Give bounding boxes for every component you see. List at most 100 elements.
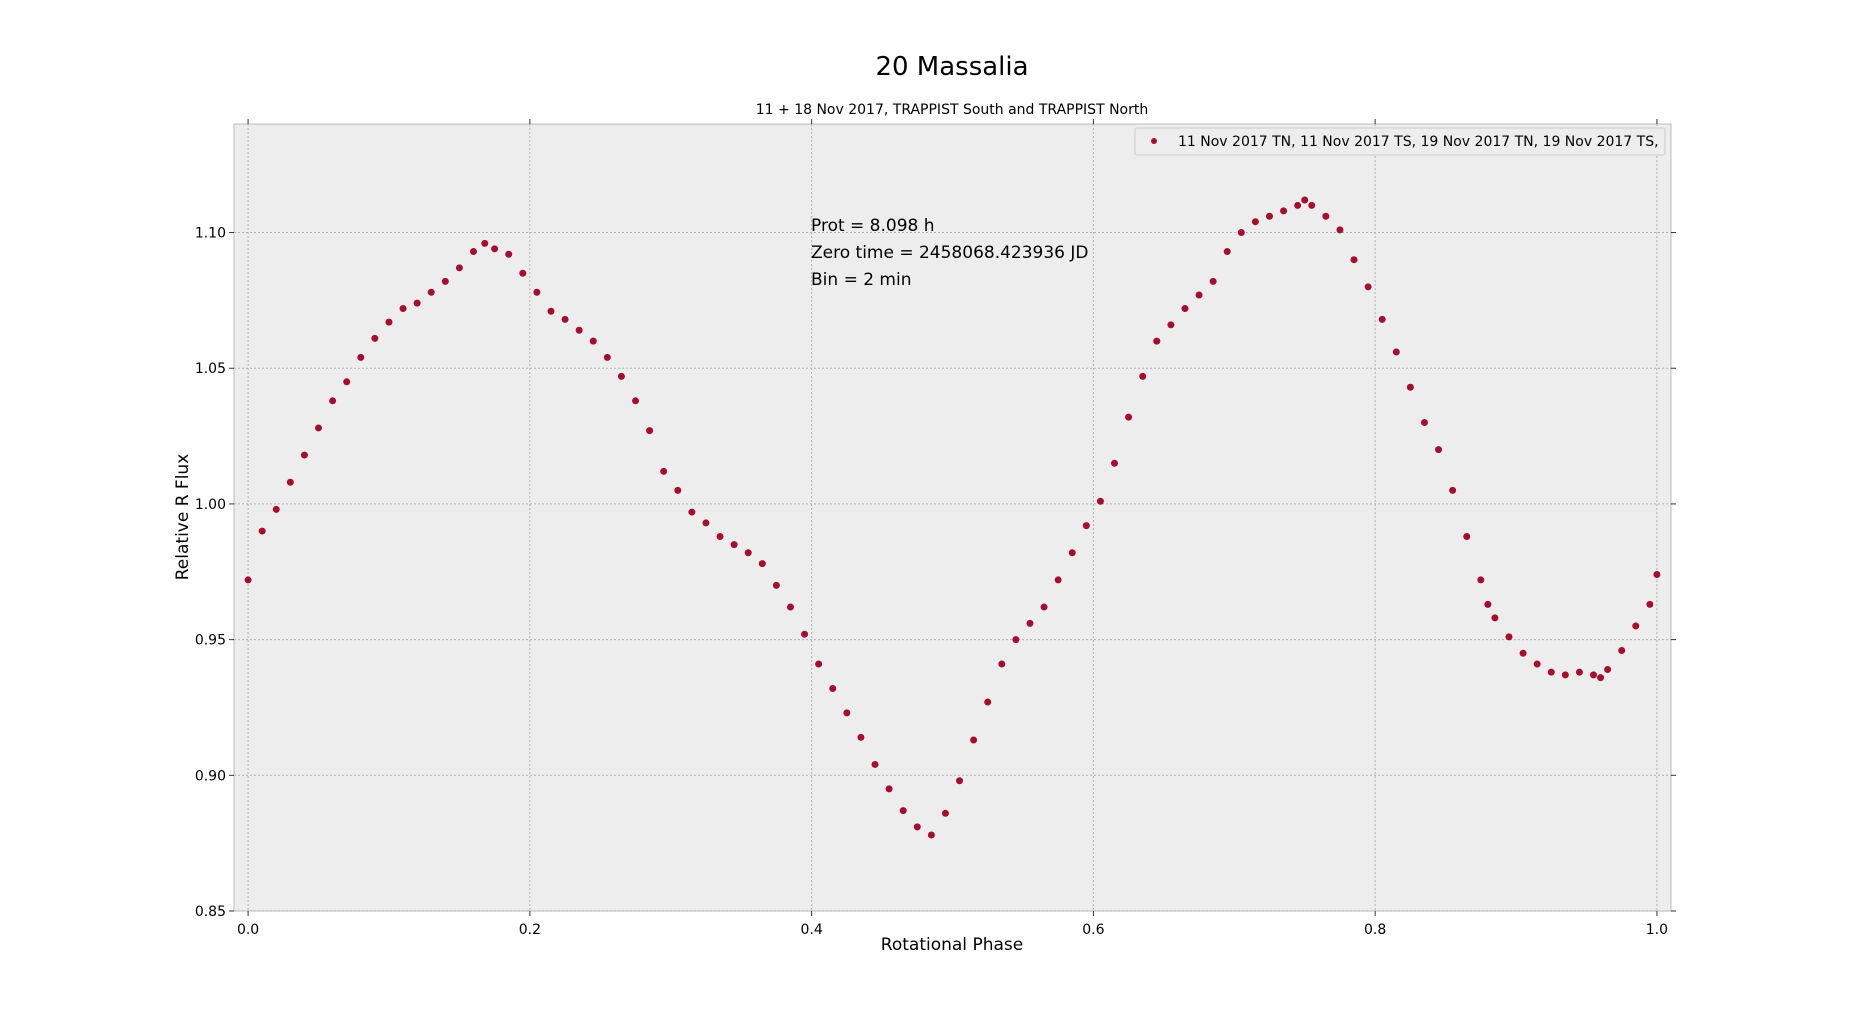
data-point [1237,229,1245,237]
x-tick-label: 0.8 [1364,922,1386,938]
data-point [470,248,477,256]
data-point [519,269,527,277]
data-point [1435,446,1443,454]
legend-marker [1151,138,1157,144]
data-point [575,326,583,334]
data-point [1308,201,1316,209]
data-point [1561,671,1569,679]
data-point [1265,212,1273,220]
data-point [244,576,252,584]
data-point [970,736,978,744]
y-axis-label: Relative R Flux [173,454,193,581]
data-point [1301,196,1309,204]
x-tick-label: 1.0 [1646,922,1668,938]
data-point [441,277,449,285]
data-point [1547,668,1555,676]
data-point [1111,459,1119,467]
data-point [913,823,921,831]
data-point [1026,619,1034,627]
data-point [1336,226,1344,234]
data-point [1618,646,1626,654]
data-point [730,541,738,549]
data-point [772,581,780,589]
y-tick-label: 0.85 [195,904,226,920]
data-point [603,353,611,361]
legend: 11 Nov 2017 TN, 11 Nov 2017 TS, 19 Nov 2… [1134,127,1666,156]
x-axis-label: Rotational Phase [881,935,1023,955]
data-point [1125,413,1133,421]
data-point [1322,212,1330,220]
data-point [646,427,654,435]
data-point [871,760,879,768]
data-point [1646,600,1654,608]
data-point [674,486,682,494]
data-point [1449,486,1457,494]
data-point [1294,201,1302,209]
data-point [329,397,337,405]
data-points [244,196,1661,839]
data-point [385,318,393,326]
data-point [505,250,513,258]
data-point [286,478,294,486]
data-point [998,660,1006,668]
data-point [455,264,463,272]
data-point [315,424,323,432]
data-point [491,245,499,253]
data-point [1533,660,1541,668]
data-point [1491,614,1499,622]
x-tick-label: 0.6 [1082,922,1104,938]
axis-ticks: 0.0 0.2 0.4 0.6 0.8 1.0 0.85 0.90 0.95 1.00 1.05 1.… [195,119,1676,938]
chart-subtitle: 11 + 18 Nov 2017, TRAPPIST South and TRA… [756,102,1148,118]
data-point [561,315,569,323]
data-point [427,288,435,296]
data-point [758,560,766,568]
data-point [1082,522,1090,530]
legend-label: 11 Nov 2017 TN, 11 Nov 2017 TS, 19 Nov 2… [1178,134,1659,150]
x-tick-label: 0.4 [800,922,822,938]
y-tick-label: 0.90 [195,768,226,784]
data-point [300,451,308,459]
data-point [702,519,710,527]
data-point [1223,248,1231,256]
data-point [1590,671,1598,679]
chart-title: 20 Massalia [875,52,1028,82]
data-point [1364,283,1372,291]
data-point [1519,649,1527,657]
data-point [1597,674,1605,682]
data-point [632,397,640,405]
grid-lines [234,124,1671,912]
data-point [589,337,597,345]
data-point [343,378,351,386]
annotation-bin: Bin = 2 min [811,270,912,290]
data-point [843,709,851,717]
x-tick-label: 0.0 [237,922,259,938]
data-point [815,660,823,668]
data-point [533,288,541,296]
data-point [1378,315,1386,323]
data-point [1392,348,1400,356]
data-point [1054,576,1062,584]
data-point [1012,636,1020,644]
x-tick-label: 0.2 [519,922,541,938]
data-point [1068,549,1076,557]
data-point [1167,321,1175,329]
data-point [399,305,407,313]
data-point [1604,665,1612,673]
data-point [1406,383,1414,391]
annotation-prot: Prot = 8.098 h [811,216,935,236]
data-point [357,353,365,361]
data-point [1040,603,1048,611]
data-point [857,733,865,741]
y-tick-label: 1.00 [195,497,226,513]
y-tick-label: 1.05 [195,361,226,377]
data-point [660,467,668,475]
data-point [258,527,266,535]
data-point [1153,337,1161,345]
data-point [1209,277,1217,285]
data-point [984,698,992,706]
data-point [1463,532,1471,540]
data-point [617,372,625,380]
data-point [1505,633,1513,641]
data-point [744,549,752,557]
